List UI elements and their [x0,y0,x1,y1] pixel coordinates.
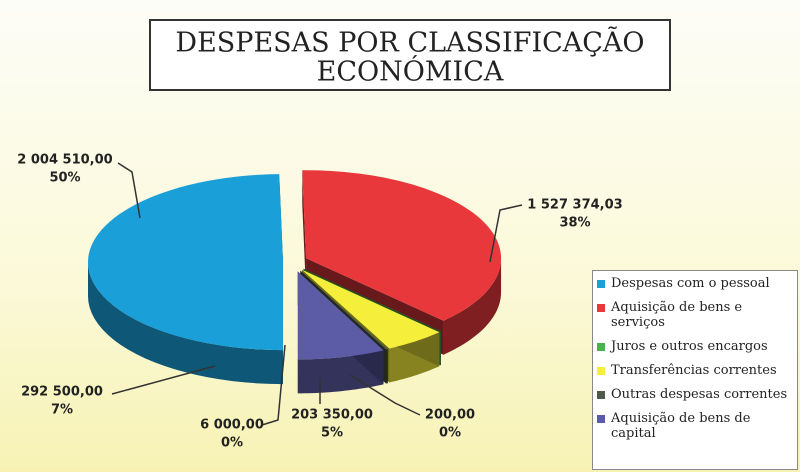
legend-item: Transferências correntes [597,363,793,378]
legend-item: Outras despesas correntes [597,387,793,402]
percent-label: 0% [439,426,461,441]
legend-label: Juros e outros encargos [611,339,768,354]
leader-line [111,365,216,395]
legend-swatch [597,280,605,288]
title-box [149,19,671,91]
slice-side [88,262,284,385]
legend-swatch [597,391,605,399]
percent-label: 0% [221,436,243,451]
legend-item: Aquisição de bens de capital [597,411,793,441]
data-label: 292 500,00 [21,385,103,400]
legend-label: Outras despesas correntes [611,387,788,402]
percent-label: 38% [559,216,590,231]
legend-item: Juros e outros encargos [597,339,793,354]
slice [302,170,502,321]
percent-label: 7% [51,403,73,418]
legend-label: Aquisição de bens e serviços [611,300,743,330]
slice [300,270,388,350]
percent-label: 50% [49,171,80,186]
legend-item: Aquisição de bens e serviços [597,300,793,330]
data-label: 2 004 510,00 [17,153,112,168]
data-label: 6 000,00 [200,418,264,433]
legend-label: Despesas com o pessoal [611,276,770,291]
slice [87,174,284,351]
slice-tops [87,170,502,360]
legend-label: Transferências correntes [611,363,777,378]
legend-swatch [597,367,605,375]
leader-line [261,344,286,426]
legend: Despesas com o pessoal Aquisição de bens … [592,270,798,470]
data-label: 200,00 [425,408,475,423]
leader-line [489,204,523,263]
legend-swatch [597,343,605,351]
leader-line [117,162,141,219]
leader-line [349,374,421,416]
chart-title: ECONÓMICA [317,54,504,88]
slice [302,269,440,349]
legend-label: Aquisição de bens de capital [611,411,751,441]
slice [303,268,441,332]
legend-swatch [597,415,605,423]
data-label: 203 350,00 [291,408,373,423]
chart-title: DESPESAS POR CLASSIFICAÇÃO [175,26,644,59]
slice-side [443,258,502,355]
data-label: 1 527 374,03 [527,198,622,213]
legend-item: Despesas com o pessoal [597,276,793,291]
slice-wall [302,170,307,293]
slice [297,271,384,360]
legend-swatch [597,304,605,312]
percent-label: 5% [321,426,343,441]
